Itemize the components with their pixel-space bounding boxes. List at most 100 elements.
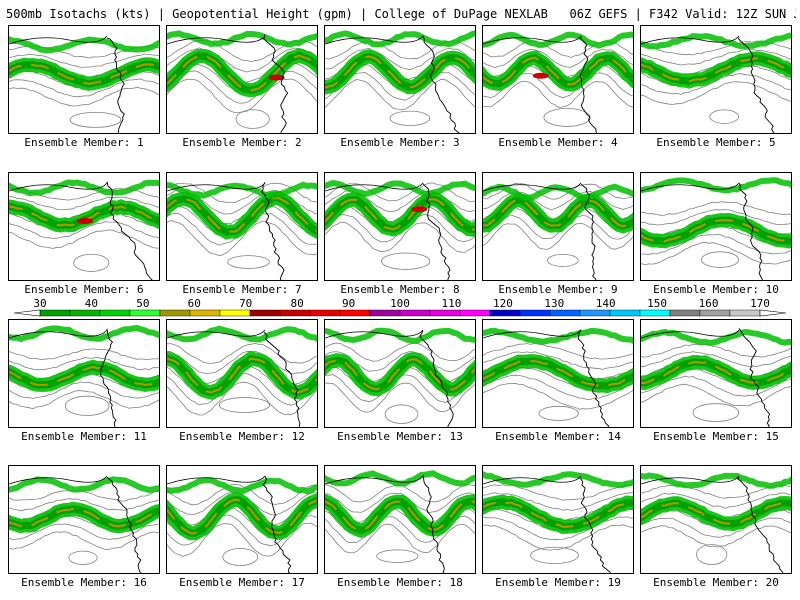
colorbar-bin [609,309,641,317]
ensemble-member-label: Ensemble Member: 10 [653,283,779,296]
colorbar-bin [579,309,611,317]
coastline-north [483,475,582,485]
colorbar-bin [369,309,401,317]
jet-max [77,218,94,225]
colorbar-bin [99,309,131,317]
height-contour [325,492,475,513]
ensemble-member-panel [482,172,634,281]
ensemble-member-map [483,31,633,133]
height-contour [641,81,791,105]
coastline [738,37,775,133]
height-contour [483,484,633,501]
coastline-north [9,35,108,45]
coastline [106,476,142,573]
ensemble-member-label: Ensemble Member: 7 [182,283,302,296]
height-contour [325,221,475,253]
height-contour-loop [218,397,270,413]
height-contour [641,209,791,226]
ensemble-member-map [641,472,791,573]
height-contour [9,381,159,399]
coastline-north [9,475,108,485]
isotach-core [641,360,791,385]
height-contour [325,78,475,110]
colorbar-bin [309,309,341,317]
height-contour-loop [381,252,431,270]
ensemble-member-panel [640,172,792,281]
colorbar-label: 60 [188,297,201,310]
coastline [738,328,771,427]
height-contour [9,53,159,68]
ensemble-member-label: Ensemble Member: 6 [24,283,144,296]
isotach-band-north [641,328,791,346]
colorbar-bin [519,309,551,317]
height-contour-loop [69,111,122,128]
colorbar-bin [249,309,281,317]
colorbar-bin [339,309,371,317]
ensemble-member-map [167,325,317,427]
coastline [738,182,763,280]
colorbar-bin [69,309,101,317]
ensemble-member-label: Ensemble Member: 11 [21,430,147,443]
height-contour [325,47,475,71]
jet-max [268,74,285,81]
isotach-core [167,54,317,92]
ensemble-member-label: Ensemble Member: 20 [653,576,779,589]
wind-speed-colorbar: 30 40 50 60 70 80 90 100 110 120 130 140 150 160 170 [13,297,787,317]
height-contour [641,201,791,216]
isotach-band-north [9,324,159,343]
height-contour [9,86,159,107]
ensemble-member-map [167,181,317,280]
coastline [263,33,289,133]
ensemble-member-map [9,475,159,573]
isotach-core [641,57,791,83]
height-contour-loop [696,544,728,565]
coastline-north [641,329,740,339]
colorbar-bin [429,309,461,317]
height-contour [483,492,633,511]
coastline [100,328,117,427]
colorbar-label: 90 [342,297,355,310]
ensemble-member-label: Ensemble Member: 2 [182,136,302,149]
height-contour [9,523,159,541]
isotach-band-north [483,31,633,49]
isotach-band-north [167,325,317,343]
coastline-north [641,475,740,485]
coastline-north [325,475,424,485]
ensemble-member-panel [166,172,318,281]
ensemble-member-map [167,30,317,133]
height-contour [325,342,475,362]
colorbar-label: 70 [239,297,252,310]
colorbar-label: 170 [750,297,770,310]
colorbar-bin [489,309,521,317]
isotach-core [9,365,159,386]
height-contour [483,374,633,401]
height-contour [483,80,633,109]
coastline-north [483,329,582,339]
isotach-core [167,196,317,234]
ensemble-member-map [483,327,633,427]
ensemble-member-map [167,475,317,573]
colorbar-bin [699,309,731,317]
coastline [106,37,125,133]
height-contour-loop [227,255,270,269]
height-contour [483,222,633,250]
ensemble-member-label: Ensemble Member: 15 [653,430,779,443]
isotach-core [483,360,633,388]
colorbar-label: 150 [647,297,667,310]
colorbar-label: 110 [441,297,461,310]
coastline [261,182,285,280]
height-contour-loop [543,108,591,127]
height-contour [9,531,159,550]
height-contour [9,348,159,360]
coastline [106,181,153,280]
coastline-north [641,182,740,192]
isotach-band-north [167,477,317,495]
colorbar-arrow-left [13,309,41,317]
isotach-core [325,500,475,532]
height-contour [641,233,791,255]
height-contour [483,190,633,211]
height-contour [9,221,159,239]
height-contour [167,47,317,73]
height-contour [641,517,791,538]
isotach-core [483,56,633,86]
